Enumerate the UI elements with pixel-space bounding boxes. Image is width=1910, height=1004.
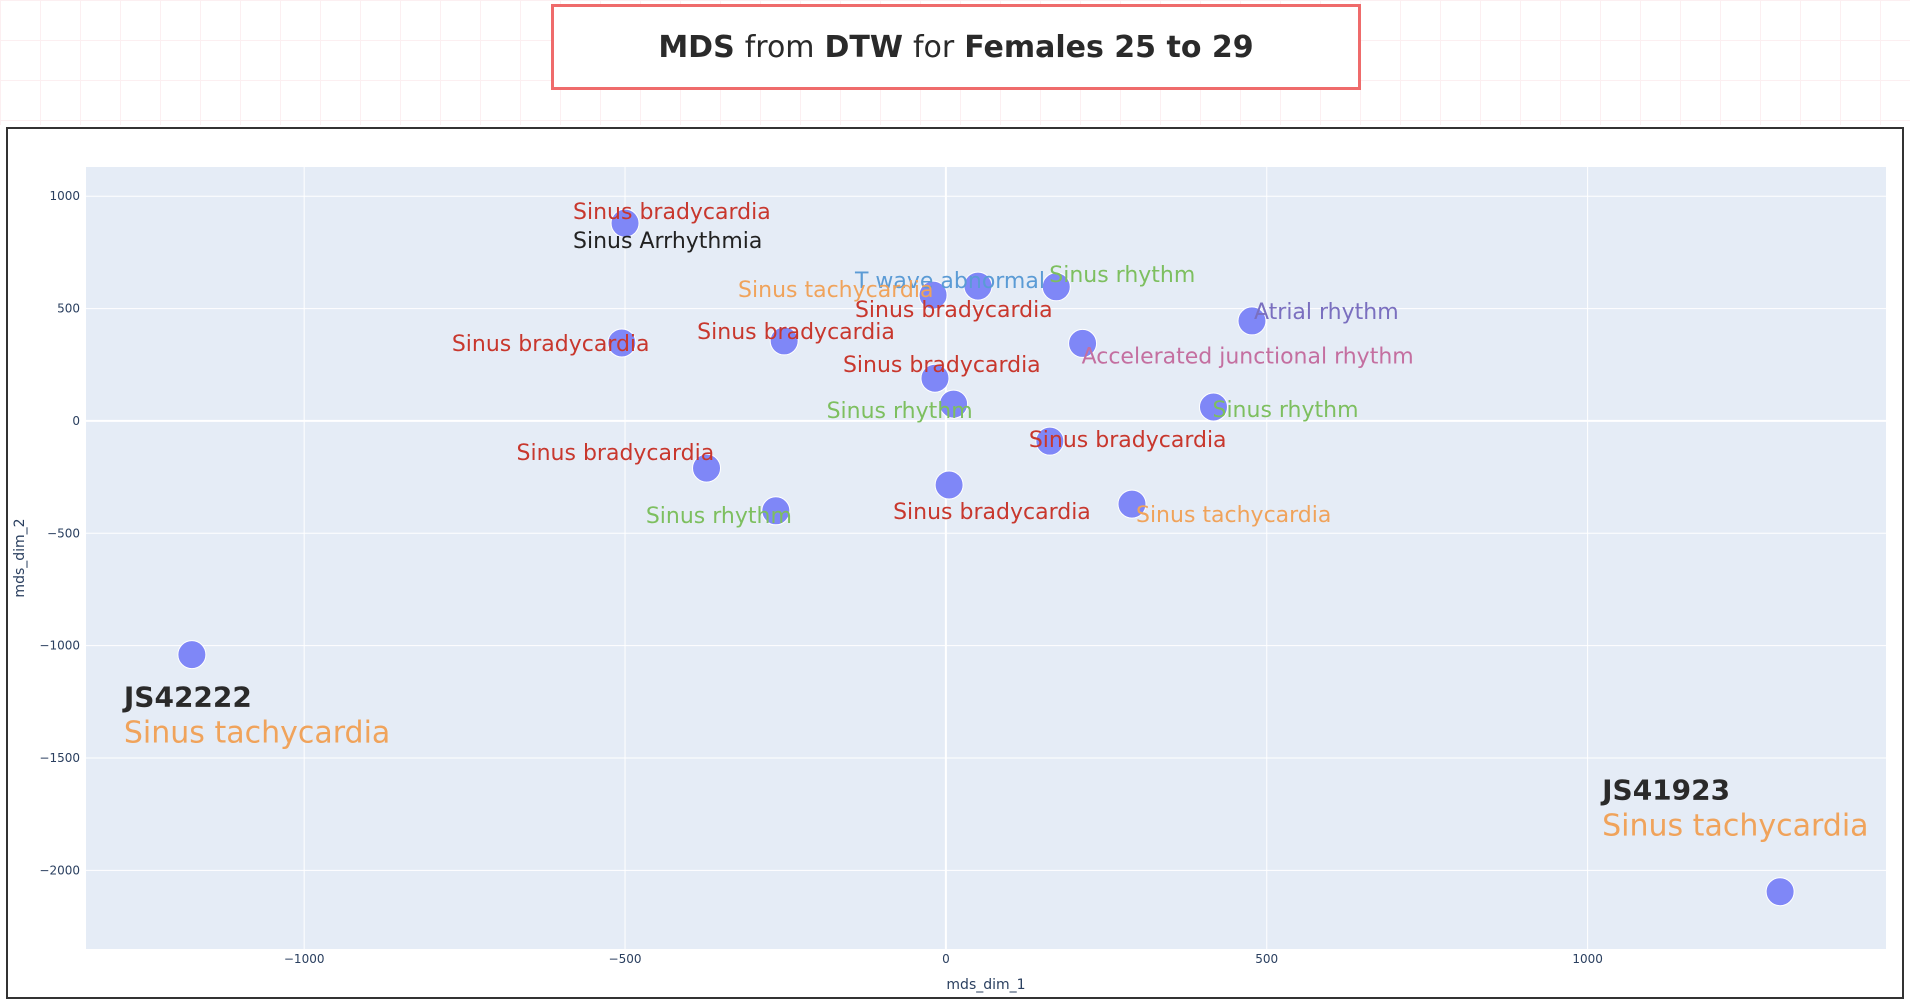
point-diagnosis-label: Sinus rhythm	[1049, 263, 1195, 288]
data-point[interactable]	[1041, 272, 1071, 302]
point-diagnosis-label: Sinus rhythm	[827, 399, 973, 424]
point-id-label: JS42222	[122, 681, 252, 714]
point-id-label: JS41923	[1600, 774, 1730, 807]
y-tick-label: 1000	[49, 189, 80, 203]
chart-title-box: MDS from DTW for Females 25 to 29	[551, 4, 1361, 90]
point-diagnosis-label: Sinus bradycardia	[893, 500, 1091, 525]
point-diagnosis-label: Sinus tachycardia	[1602, 809, 1868, 844]
x-tick-label: −1000	[284, 952, 325, 966]
data-point[interactable]	[939, 389, 969, 419]
data-point[interactable]	[918, 280, 948, 310]
point-diagnosis-label: Sinus bradycardia	[843, 353, 1041, 378]
data-point[interactable]	[761, 496, 791, 526]
point-diagnosis-label: Sinus tachycardia	[738, 278, 933, 303]
point-diagnosis-label: Sinus Arrhythmia	[573, 229, 762, 254]
x-tick-label: 500	[1255, 952, 1278, 966]
data-point[interactable]	[963, 271, 993, 301]
data-point[interactable]	[1765, 877, 1795, 907]
data-point[interactable]	[920, 363, 950, 393]
point-diagnosis-label: Sinus rhythm	[1212, 398, 1358, 423]
x-tick-label: 1000	[1572, 952, 1603, 966]
point-diagnosis-label: T wave abnormal	[854, 269, 1045, 294]
point-diagnosis-label: Sinus bradycardia	[855, 298, 1053, 323]
x-tick-label: 0	[942, 952, 950, 966]
title-part-dtw: DTW	[824, 29, 903, 65]
title-part-group: Females 25 to 29	[964, 29, 1254, 65]
y-tick-label: −1000	[39, 639, 80, 653]
grid-lines	[86, 167, 1886, 949]
data-point[interactable]	[1117, 489, 1147, 519]
y-tick-label: 0	[72, 414, 80, 428]
title-part-for: for	[913, 29, 955, 65]
point-diagnosis-label: Sinus rhythm	[646, 504, 792, 529]
y-tick-label: −2000	[39, 863, 80, 877]
y-axis-title: mds_dim_2	[12, 518, 28, 597]
point-diagnosis-label: Atrial rhythm	[1254, 300, 1399, 325]
title-part-from: from	[744, 29, 815, 65]
title-part-mds: MDS	[658, 29, 735, 65]
data-point[interactable]	[934, 470, 964, 500]
point-diagnosis-label: Accelerated junctional rhythm	[1082, 344, 1414, 369]
x-axis-title: mds_dim_1	[946, 977, 1025, 993]
y-tick-label: −500	[47, 526, 80, 540]
data-point[interactable]	[1198, 392, 1228, 422]
chart-frame: −1000 −500 0 500 1000 −2000 −1500 −1000 −500 0 500…	[6, 127, 1904, 999]
point-diagnosis-label: Sinus bradycardia	[573, 200, 771, 225]
data-point[interactable]	[610, 208, 640, 238]
scatter-chart: −1000 −500 0 500 1000 −2000 −1500 −1000 −500 0 500…	[12, 167, 1886, 993]
data-point[interactable]	[177, 640, 207, 670]
point-diagnosis-label: Sinus tachycardia	[124, 716, 390, 751]
point-diagnosis-label: Sinus bradycardia	[697, 320, 895, 345]
data-point[interactable]	[769, 326, 799, 356]
data-points	[177, 208, 1795, 907]
point-labels: Sinus bradycardia Sinus Arrhythmia T wave …	[122, 200, 1869, 844]
point-diagnosis-label: Sinus bradycardia	[452, 332, 650, 357]
point-diagnosis-label: Sinus bradycardia	[1029, 428, 1227, 453]
point-diagnosis-label: Sinus bradycardia	[517, 441, 715, 466]
point-diagnosis-label: Sinus tachycardia	[1136, 503, 1331, 528]
data-point[interactable]	[1068, 328, 1098, 358]
data-point[interactable]	[1237, 306, 1267, 336]
y-tick-label: 500	[57, 302, 80, 316]
tick-labels: −1000 −500 0 500 1000 −2000 −1500 −1000 −500 0 500…	[39, 189, 1602, 966]
y-tick-label: −1500	[39, 751, 80, 765]
x-tick-label: −500	[609, 952, 642, 966]
data-point[interactable]	[607, 328, 637, 358]
data-point[interactable]	[1035, 426, 1065, 456]
data-point[interactable]	[692, 453, 722, 483]
